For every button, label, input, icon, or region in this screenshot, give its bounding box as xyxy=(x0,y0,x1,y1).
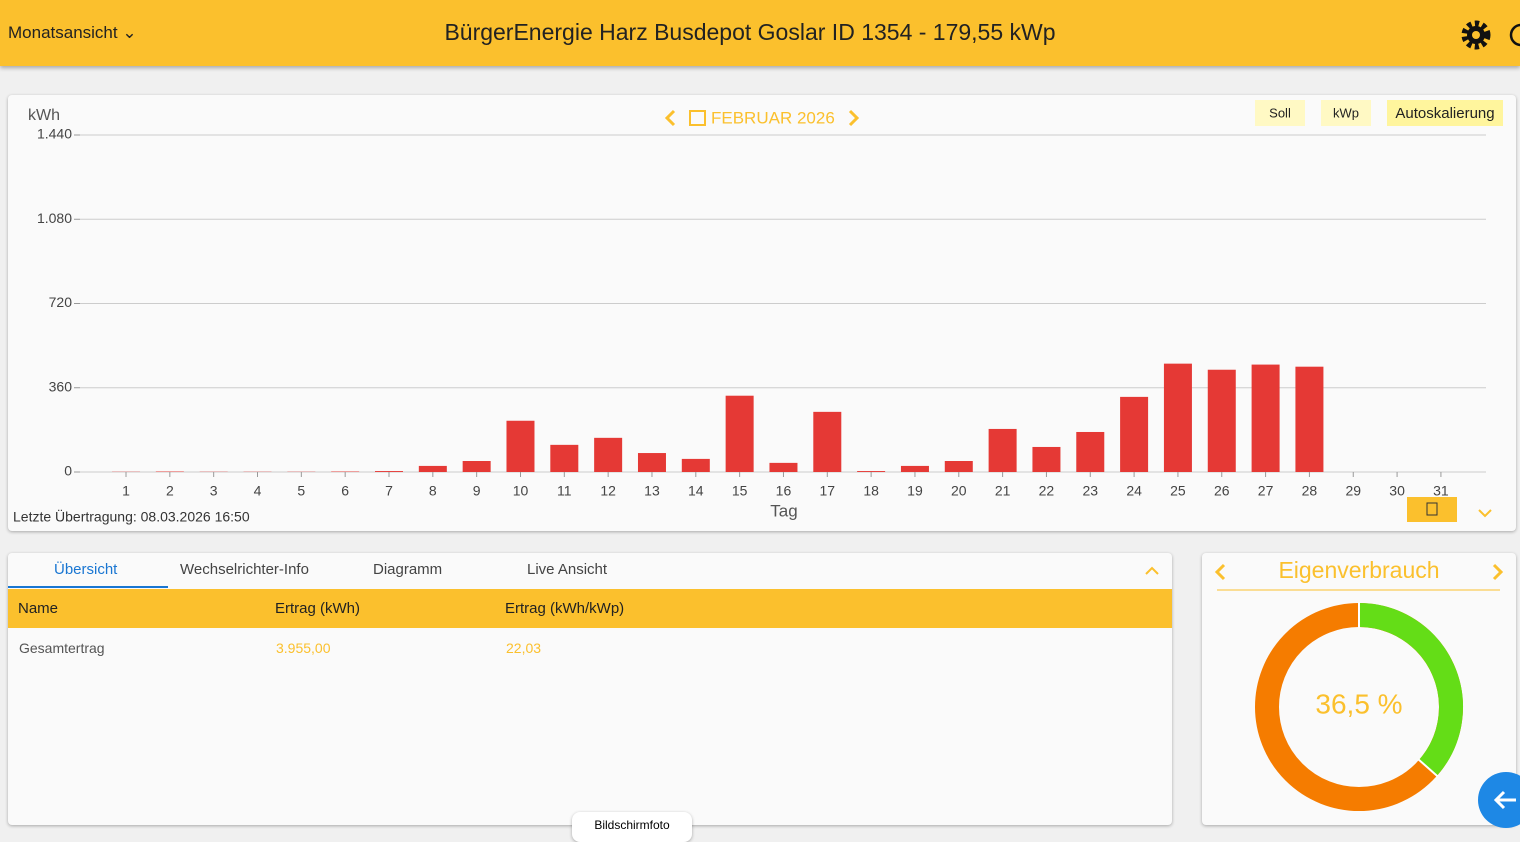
bar xyxy=(857,471,885,472)
x-tick-label: 22 xyxy=(1039,483,1055,499)
calendar-icon xyxy=(690,111,705,125)
x-tick-label: 8 xyxy=(429,483,437,499)
y-tick-label: 1.080 xyxy=(37,210,72,226)
bar xyxy=(726,396,754,472)
x-tick-label: 11 xyxy=(557,483,572,499)
bar xyxy=(945,461,973,472)
x-tick-label: 17 xyxy=(820,483,836,499)
donut-chart: Eigenverbrauch 36,5 % xyxy=(1202,553,1520,828)
bar xyxy=(506,421,534,472)
x-tick-label: 9 xyxy=(473,483,481,499)
period[interactable]: FEBRUAR 2026 xyxy=(711,108,835,127)
x-tick-label: 20 xyxy=(951,483,967,499)
bar xyxy=(901,466,929,472)
tab[interactable]: Diagramm xyxy=(373,561,442,578)
x-tick-label: 5 xyxy=(297,483,305,499)
prev-month[interactable] xyxy=(667,111,674,125)
donut-title: Eigenverbrauch xyxy=(1278,557,1439,583)
table-card: Übersicht Wechselrichter-Info Diagramm Live… xyxy=(8,553,1172,825)
bar xyxy=(1032,447,1060,472)
table-header-cell: Ertrag (kWh/kWp) xyxy=(505,600,624,617)
tab-indicator xyxy=(8,586,168,588)
bar xyxy=(1164,364,1192,472)
bar xyxy=(1295,367,1323,472)
table-cell: Gesamtertrag xyxy=(19,640,105,656)
tab[interactable]: Live Ansicht xyxy=(527,561,607,578)
y-axis-label: kWh xyxy=(28,107,60,124)
y-tick-label: 360 xyxy=(49,378,73,394)
bar xyxy=(682,459,710,472)
x-axis-label: Tag xyxy=(770,501,797,520)
tab[interactable]: Wechselrichter-Info xyxy=(180,561,309,578)
bar xyxy=(1208,370,1236,472)
x-tick-label: 26 xyxy=(1214,483,1230,499)
x-tick-label: 19 xyxy=(907,483,923,499)
y-tick-label: 0 xyxy=(64,463,72,479)
x-tick-label: 14 xyxy=(688,483,704,499)
option-button[interactable]: kWp xyxy=(1333,105,1359,120)
x-tick-label: 31 xyxy=(1433,483,1449,499)
x-tick-label: 6 xyxy=(341,483,349,499)
x-tick-label: 2 xyxy=(166,483,174,499)
x-tick-label: 10 xyxy=(513,483,529,499)
bar xyxy=(813,412,841,472)
x-tick-label: 29 xyxy=(1345,483,1361,499)
next-month[interactable] xyxy=(850,111,857,125)
x-tick-label: 27 xyxy=(1258,483,1274,499)
x-tick-label: 30 xyxy=(1389,483,1405,499)
x-tick-label: 21 xyxy=(995,483,1011,499)
tooltip: Bildschirmfoto xyxy=(572,812,692,842)
x-tick-label: 1 xyxy=(122,483,130,499)
tab[interactable]: Übersicht xyxy=(54,561,117,578)
bar xyxy=(419,466,447,472)
bar xyxy=(1252,365,1280,472)
option-button[interactable]: Soll xyxy=(1269,105,1291,120)
donut-prev[interactable] xyxy=(1217,565,1224,579)
table-header-cell: Ertrag (kWh) xyxy=(275,600,360,617)
x-tick-label: 12 xyxy=(600,483,616,499)
x-tick-label: 15 xyxy=(732,483,748,499)
option-button[interactable]: Autoskalierung xyxy=(1395,105,1494,122)
bar xyxy=(550,445,578,472)
table-header-cell: Name xyxy=(18,600,58,617)
donut-value: 36,5 % xyxy=(1315,688,1402,719)
chart: kWh Tag FEBRUAR 2026 Letzte Übertragung:… xyxy=(0,0,1520,540)
bar xyxy=(1076,432,1104,472)
export-button[interactable] xyxy=(1407,497,1457,522)
y-tick-label: 1.440 xyxy=(37,126,72,142)
donut-next[interactable] xyxy=(1494,565,1501,579)
bar xyxy=(638,453,666,472)
x-tick-label: 16 xyxy=(776,483,792,499)
collapse-icon[interactable] xyxy=(1144,565,1160,577)
last-transfer: Letzte Übertragung: 08.03.2026 16:50 xyxy=(13,508,250,525)
x-tick-label: 24 xyxy=(1126,483,1142,499)
x-tick-label: 4 xyxy=(254,483,262,499)
bar xyxy=(594,438,622,472)
x-tick-label: 28 xyxy=(1302,483,1318,499)
bar xyxy=(463,461,491,472)
bar xyxy=(769,463,797,472)
table-cell: 3.955,00 xyxy=(276,640,331,656)
bar xyxy=(989,429,1017,472)
x-tick-label: 25 xyxy=(1170,483,1186,499)
bar xyxy=(1120,397,1148,472)
y-tick-label: 720 xyxy=(49,294,73,310)
bar xyxy=(375,471,403,472)
back-button[interactable] xyxy=(1478,772,1520,828)
x-tick-label: 13 xyxy=(644,483,660,499)
x-tick-label: 7 xyxy=(385,483,393,499)
expand-icon[interactable] xyxy=(1479,510,1491,516)
table-cell: 22,03 xyxy=(506,640,541,656)
x-tick-label: 23 xyxy=(1082,483,1098,499)
x-tick-label: 3 xyxy=(210,483,218,499)
x-tick-label: 18 xyxy=(863,483,879,499)
